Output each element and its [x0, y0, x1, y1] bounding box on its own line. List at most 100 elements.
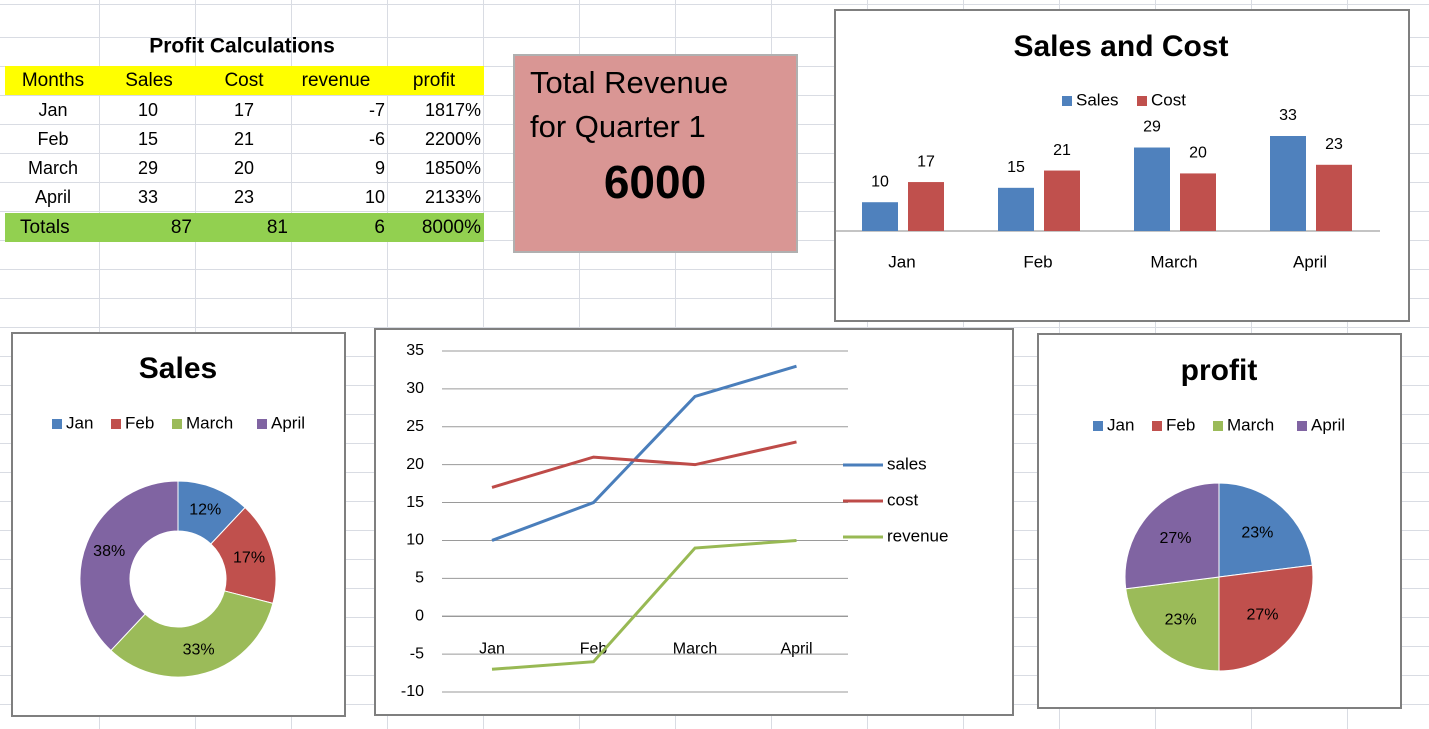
y-tick-label: -10 [401, 683, 424, 700]
data-label: 23% [1241, 525, 1273, 542]
y-tick-label: 35 [406, 342, 424, 359]
table-cell: 20 [234, 158, 254, 178]
legend-swatch [1093, 421, 1103, 431]
legend-label: Feb [1166, 415, 1195, 434]
table-cell: 1850% [425, 158, 481, 178]
table-cell: 17 [234, 100, 254, 120]
slice [79, 480, 179, 652]
table-cell: 10 [365, 187, 385, 207]
table-cell: Jan [38, 100, 67, 120]
column-header: revenue [302, 70, 371, 91]
x-tick-label: Feb [1023, 252, 1052, 271]
legend-swatch [111, 419, 121, 429]
table-cell: 9 [375, 158, 385, 178]
series-line [491, 538, 797, 671]
slice [1125, 576, 1220, 672]
bar [998, 187, 1034, 231]
legend-label: March [1227, 415, 1274, 434]
data-label: 27% [1159, 530, 1191, 547]
bar [1044, 170, 1080, 231]
table-cell: 23 [234, 187, 254, 207]
table-cell: 15 [138, 129, 158, 149]
text-box-value: 6000 [604, 156, 706, 208]
bar [1270, 136, 1306, 231]
y-tick-label: 30 [406, 380, 424, 397]
table-cell: 10 [138, 100, 158, 120]
column-header: Months [22, 70, 84, 91]
legend-label: Cost [1151, 90, 1186, 109]
slice [110, 590, 274, 678]
series-line [491, 364, 797, 542]
x-tick-label: March [673, 640, 717, 657]
table-cell: 2133% [425, 187, 481, 207]
legend-swatch [1152, 421, 1162, 431]
legend-label: March [186, 413, 233, 432]
slice [1218, 482, 1313, 578]
chart-frame [374, 328, 1014, 716]
table-cell: 29 [138, 158, 158, 178]
data-label: 27% [1246, 607, 1278, 624]
y-tick-label: -5 [410, 645, 424, 662]
data-label: 12% [189, 501, 221, 518]
legend-label: April [1311, 415, 1345, 434]
table-cell: April [35, 187, 71, 207]
data-label: 38% [93, 543, 125, 560]
totals-cell: Totals [20, 217, 70, 238]
table-cell: March [28, 158, 78, 178]
legend-swatch [1297, 421, 1307, 431]
legend-label: April [271, 413, 305, 432]
legend-swatch [257, 419, 267, 429]
data-label: 33 [1279, 107, 1297, 124]
bar [1134, 147, 1170, 231]
data-label: 21 [1053, 142, 1071, 159]
legend-label: Feb [125, 413, 154, 432]
bar [862, 202, 898, 231]
data-label: 17 [917, 153, 935, 170]
series-line [491, 440, 797, 489]
y-tick-label: 15 [406, 494, 424, 511]
bar [1180, 173, 1216, 231]
legend-swatch [172, 419, 182, 429]
x-tick-label: April [1293, 252, 1327, 271]
y-tick-label: 0 [415, 607, 424, 624]
x-tick-label: Jan [888, 252, 915, 271]
table-cell: 21 [234, 129, 254, 149]
data-label: 29 [1143, 119, 1161, 136]
y-tick-label: 25 [406, 418, 424, 435]
text-box-line: for Quarter 1 [530, 109, 706, 144]
column-header: Sales [125, 70, 173, 91]
chart-title: profit [1181, 354, 1258, 387]
table-cell: 33 [138, 187, 158, 207]
data-label: 15 [1007, 159, 1025, 176]
x-tick-label: March [1150, 252, 1197, 271]
legend-label: sales [887, 454, 927, 473]
totals-cell: 8000% [422, 217, 481, 238]
legend-swatch [1062, 96, 1072, 106]
legend-swatch [1137, 96, 1147, 106]
x-tick-label: Jan [479, 640, 505, 657]
text-box-line: Total Revenue [530, 65, 728, 100]
table-cell: -7 [369, 100, 385, 120]
data-label: 23 [1325, 136, 1343, 153]
totals-cell: 6 [374, 217, 385, 238]
header-fill [5, 66, 484, 95]
legend-swatch [1213, 421, 1223, 431]
column-header: Cost [224, 70, 264, 91]
table-cell: -6 [369, 129, 385, 149]
totals-cell: 81 [267, 217, 288, 238]
legend-label: Jan [1107, 415, 1134, 434]
data-label: 17% [233, 550, 265, 567]
legend-label: Sales [1076, 90, 1119, 109]
totals-fill [5, 213, 484, 242]
y-tick-label: 20 [406, 456, 424, 473]
y-tick-label: 10 [406, 532, 424, 549]
slice [1218, 564, 1314, 672]
text-box [513, 54, 798, 253]
slice [1124, 482, 1220, 590]
y-tick-label: 5 [415, 570, 424, 587]
chart-frame [834, 9, 1410, 322]
bar [1316, 164, 1352, 231]
chart-title: Sales and Cost [1013, 30, 1228, 63]
